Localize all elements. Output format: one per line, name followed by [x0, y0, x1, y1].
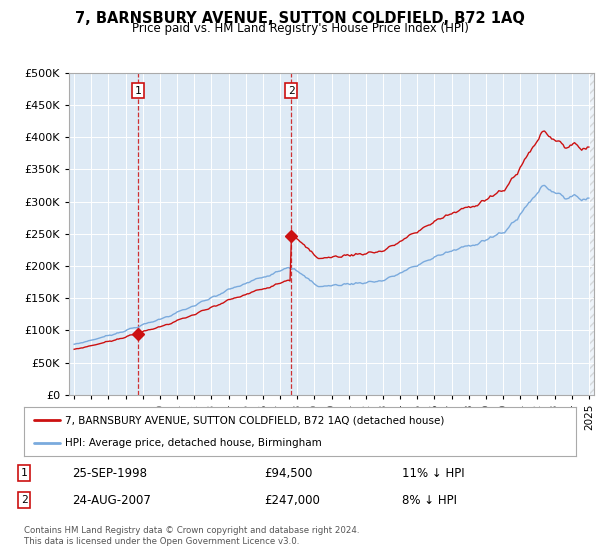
Text: £94,500: £94,500	[264, 466, 313, 480]
Text: Price paid vs. HM Land Registry's House Price Index (HPI): Price paid vs. HM Land Registry's House …	[131, 22, 469, 35]
Text: 7, BARNSBURY AVENUE, SUTTON COLDFIELD, B72 1AQ (detached house): 7, BARNSBURY AVENUE, SUTTON COLDFIELD, B…	[65, 416, 445, 426]
Text: £247,000: £247,000	[264, 493, 320, 507]
Text: 25-SEP-1998: 25-SEP-1998	[72, 466, 147, 480]
Text: 2: 2	[288, 86, 295, 96]
Text: 1: 1	[20, 468, 28, 478]
Text: Contains HM Land Registry data © Crown copyright and database right 2024.
This d: Contains HM Land Registry data © Crown c…	[24, 526, 359, 546]
Text: 2: 2	[20, 495, 28, 505]
Text: 8% ↓ HPI: 8% ↓ HPI	[402, 493, 457, 507]
Text: 24-AUG-2007: 24-AUG-2007	[72, 493, 151, 507]
Text: 1: 1	[135, 86, 142, 96]
Text: HPI: Average price, detached house, Birmingham: HPI: Average price, detached house, Birm…	[65, 438, 322, 448]
Text: 11% ↓ HPI: 11% ↓ HPI	[402, 466, 464, 480]
Text: 7, BARNSBURY AVENUE, SUTTON COLDFIELD, B72 1AQ: 7, BARNSBURY AVENUE, SUTTON COLDFIELD, B…	[75, 11, 525, 26]
